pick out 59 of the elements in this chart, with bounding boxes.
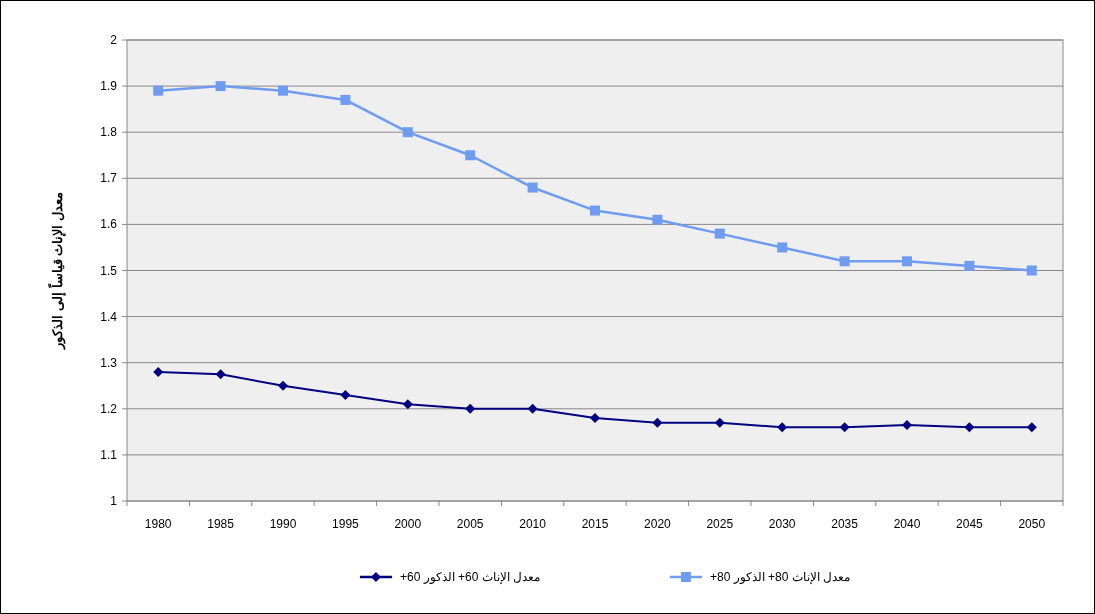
y-tick-label: 1.8: [100, 125, 118, 140]
point: [964, 422, 975, 433]
y-tick-label: 1.4: [100, 309, 118, 324]
point: [527, 403, 538, 414]
point: [652, 417, 663, 428]
point: [652, 214, 663, 225]
point: [402, 399, 413, 410]
point: [153, 85, 164, 96]
point: [340, 389, 351, 400]
x-tick-label: 2010: [519, 517, 547, 531]
x-tick-label: 2005: [456, 517, 484, 531]
point: [714, 417, 725, 428]
point: [278, 380, 288, 391]
y-tick-label: 1: [110, 494, 118, 508]
point: [153, 366, 164, 377]
point: [340, 94, 351, 105]
x-tick-label: 2020: [644, 517, 672, 531]
x-tick-label: 1980: [144, 517, 172, 531]
point: [1026, 422, 1037, 433]
point: [839, 422, 850, 433]
point: [465, 150, 476, 161]
point: [215, 81, 226, 92]
x-tick-label: 2035: [831, 517, 859, 531]
legend-label: معدل الإناث 80+ الذكور 80+: [709, 570, 851, 585]
point: [902, 419, 912, 430]
x-tick-label: 2040: [893, 517, 921, 531]
y-tick-label: 1.5: [100, 263, 118, 278]
y-tick-label: 2: [110, 33, 118, 47]
x-tick-label: 2025: [706, 517, 734, 531]
y-tick-label: 1.3: [100, 355, 118, 370]
y-tick-label: 1.6: [100, 217, 118, 232]
y-tick-label: 1.7: [100, 171, 118, 186]
x-tick-label: 2045: [956, 517, 984, 531]
y-tick-label: 1.9: [100, 79, 118, 94]
y-tick-label: 1.1: [100, 447, 118, 462]
point: [777, 422, 788, 433]
point: [714, 228, 725, 239]
y-axis-title: معدل الإناث قياساً إلى الذكور: [47, 192, 66, 350]
point: [402, 127, 413, 138]
x-tick-label: 1985: [207, 517, 235, 531]
point: [964, 260, 975, 271]
x-tick-label: 1995: [332, 517, 360, 531]
point: [1026, 265, 1037, 276]
point: [590, 413, 600, 424]
x-tick-label: 2050: [1018, 517, 1046, 531]
x-tick-label: 2030: [768, 517, 796, 531]
point: [278, 85, 288, 96]
x-tick-label: 1990: [269, 517, 297, 531]
point: [902, 256, 912, 267]
x-tick-label: 2000: [394, 517, 422, 531]
point: [839, 256, 850, 267]
x-tick-label: 2015: [581, 517, 609, 531]
point: [527, 182, 538, 193]
y-tick-label: 1.2: [100, 401, 118, 416]
point: [215, 369, 226, 380]
point: [777, 242, 788, 253]
point: [465, 403, 476, 414]
point: [590, 205, 600, 216]
legend-label: معدل الإناث 60+ الذكور 60+: [399, 570, 541, 585]
